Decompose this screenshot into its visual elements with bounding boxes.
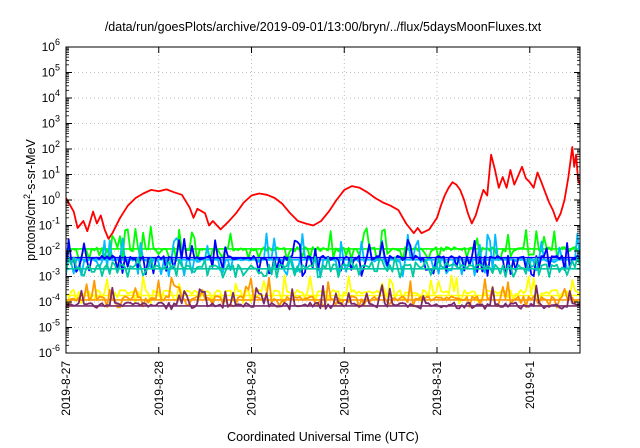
x-axis-label: Coordinated Universal Time (UTC) <box>227 430 419 444</box>
series-8-line <box>66 284 580 311</box>
series-layer <box>66 146 580 311</box>
y-tick-label: 10-4 <box>39 292 60 309</box>
y-tick-label: 106 <box>42 37 60 54</box>
x-tick-label: 2019-8-27 <box>59 361 73 416</box>
x-axis: 2019-8-27 2019-8-28 2019-8-29 2019-8-30 2019… <box>59 47 537 416</box>
y-tick-label: 10-2 <box>39 241 60 258</box>
x-tick-label: 2019-9-1 <box>523 361 537 409</box>
x-tick-label: 2019-8-30 <box>337 361 351 416</box>
y-tick-label: 103 <box>42 114 60 131</box>
y-tick-label: 104 <box>42 88 60 105</box>
x-tick-label: 2019-8-29 <box>245 361 259 416</box>
y-tick-label: 105 <box>42 63 60 80</box>
series-5-line <box>66 255 580 279</box>
y-tick-label: 10-3 <box>39 267 60 284</box>
chart-title: /data/run/goesPlots/archive/2019-09-01/1… <box>105 20 542 34</box>
y-tick-label: 101 <box>42 165 60 182</box>
y-tick-label: 10-5 <box>39 318 60 335</box>
y-axis-label: protons/cm2-s-sr-MeV <box>22 138 38 260</box>
y-axis: 10-6 10-5 10-4 10-3 10-2 10-1 100 101 102 103 104 1… <box>39 37 580 360</box>
x-tick-label: 2019-8-31 <box>430 361 444 416</box>
y-tick-label: 10-6 <box>39 343 60 360</box>
y-tick-label: 10-1 <box>39 216 60 233</box>
y-tick-label: 102 <box>42 139 60 156</box>
y-tick-label: 100 <box>42 190 60 207</box>
series-1-line <box>66 146 580 240</box>
x-tick-label: 2019-8-28 <box>152 361 166 416</box>
